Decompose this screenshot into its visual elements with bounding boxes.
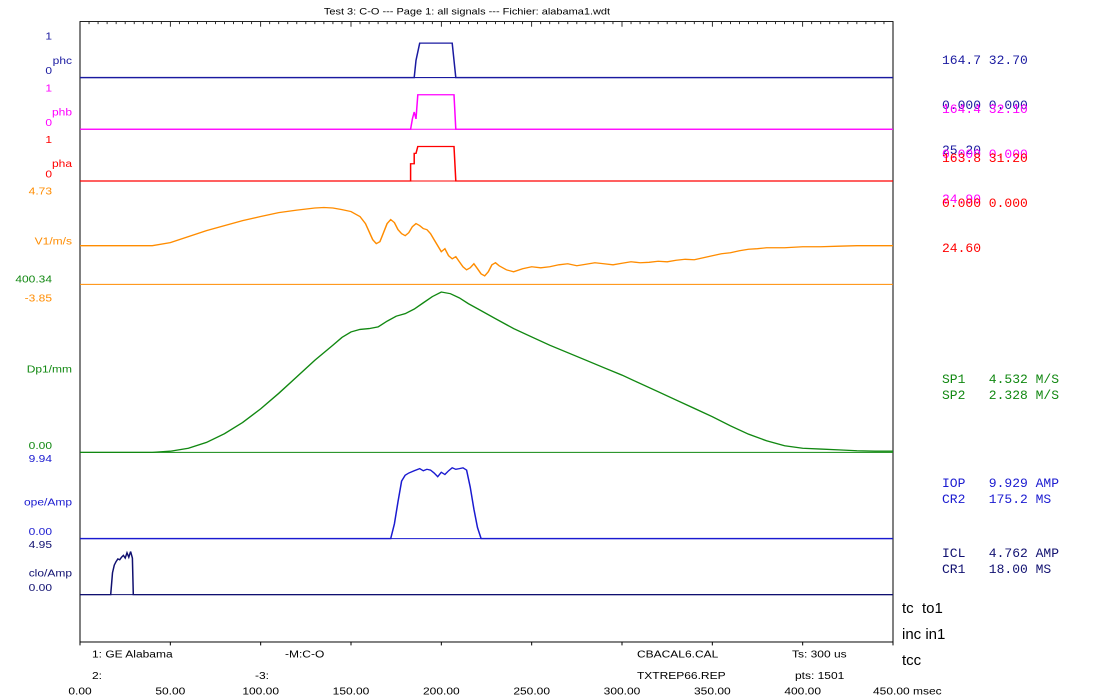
track-name-label: phb: [52, 107, 72, 118]
readout-phc: 164.7 32.70 0.000 0.000 25.20: [942, 23, 1028, 188]
track-name-label: ope/Amp: [24, 497, 72, 508]
x-tick-label: 0.00: [68, 686, 91, 697]
track-name-label: phc: [53, 55, 73, 66]
track-clo-amp: 4.95 clo/Amp 0.00: [29, 540, 893, 596]
x-tick-label: 450.00 msec: [873, 686, 942, 697]
x-tick-label: 150.00: [333, 686, 370, 697]
readout-phc-line1: 164.7 32.70: [942, 53, 1028, 68]
x-tick-label: 300.00: [604, 686, 641, 697]
series-line: [80, 550, 893, 596]
x-axis: 0.00 50.00 100.00 150.00 200.00 250.00 300.00 3…: [68, 641, 942, 697]
readout-phc-line2: 0.000 0.000: [942, 98, 1028, 113]
readout-phb-line2: 0.000 0.000: [942, 147, 1028, 162]
series-line: [80, 291, 893, 454]
readout-pha-line3: 24.60: [942, 241, 982, 256]
readout-pha-line2: 0.000 0.000: [942, 196, 1028, 211]
footer-row2-col4: pts: 1501: [795, 671, 844, 682]
series-line: [80, 42, 893, 79]
track-name-label: pha: [52, 159, 73, 170]
readout-phb-line1: 164.4 32.10: [942, 102, 1028, 117]
footer-side-2: inc in1: [902, 626, 946, 643]
footer-row1-col1: 1: GE Alabama: [92, 649, 173, 660]
series-line: [80, 94, 893, 130]
plot-frame: [79, 21, 894, 643]
series-line: [80, 145, 893, 182]
top-tick-marks: [79, 21, 894, 27]
track-v1-m-s: 4.73 V1/m/s -3.85: [25, 186, 893, 304]
track-min-label: 0: [45, 66, 52, 77]
readout-phc-line3: 25.20: [942, 143, 982, 158]
x-tick-label: 350.00: [694, 686, 731, 697]
track-max-label: 4.95: [29, 540, 52, 551]
track-min-label: 0.00: [29, 583, 52, 594]
footer-row2-col3: TXTREP66.REP: [637, 671, 726, 682]
x-tick-label: 400.00: [784, 686, 821, 697]
track-max-label: 9.94: [29, 454, 52, 465]
footer-row1-col4: Ts: 300 us: [792, 649, 847, 660]
x-tick-label: 50.00: [155, 686, 185, 697]
series-line: [80, 206, 893, 277]
track-dp1-mm: 400.34 Dp1/mm 0.00: [15, 274, 893, 454]
readout-sp1: SP1 4.532 M/S: [942, 372, 1060, 387]
readout-sp2: SP2 2.328 M/S: [942, 388, 1060, 403]
x-tick-label: 100.00: [242, 686, 279, 697]
readout-phb: 164.4 32.10 0.000 0.000 24.90: [942, 72, 1028, 237]
track-name-label: V1/m/s: [35, 236, 73, 247]
track-max-label: 400.34: [15, 274, 52, 285]
track-min-label: 0: [45, 169, 52, 180]
signal-tracks: 1phc01phb01pha04.73V1/m/s-3.85400.34Dp1/…: [15, 31, 893, 596]
readout-cr1: CR1 18.00 MS: [942, 562, 1052, 577]
footer-side-1: tc to1: [902, 600, 943, 617]
footer-panel: 1: GE Alabama -M:C-O CBACAL6.CAL Ts: 300…: [80, 641, 893, 682]
track-max-label: 1: [45, 135, 52, 146]
track-name-label: Dp1/mm: [27, 364, 72, 375]
track-name-label: clo/Amp: [29, 568, 72, 579]
readout-pha-line1: 163.8 31.20: [942, 151, 1028, 166]
chart-title: Test 3: C-O --- Page 1: all signals --- …: [324, 7, 610, 17]
series-line: [80, 467, 893, 540]
readout-phb-line3: 24.90: [942, 192, 982, 207]
track-min-label: -3.85: [25, 293, 52, 304]
track-max-label: 1: [45, 83, 52, 94]
track-ope-amp: 9.94 ope/Amp 0.00: [24, 454, 893, 540]
readout-iop: IOP 9.929 AMP: [942, 476, 1060, 491]
track-max-label: 1: [45, 31, 52, 42]
footer-row1-col3: CBACAL6.CAL: [637, 649, 718, 660]
track-min-label: 0.00: [29, 527, 52, 538]
footer-side-3: tcc: [902, 652, 922, 669]
track-min-label: 0.00: [29, 441, 52, 452]
readout-pha: 163.8 31.20 0.000 0.000 24.60: [942, 121, 1028, 286]
footer-row2-col2: -3:: [255, 671, 269, 682]
footer-row2-col1: 2:: [92, 671, 102, 682]
readout-icl: ICL 4.762 AMP: [942, 546, 1060, 561]
track-min-label: 0: [45, 118, 52, 129]
footer-row1-col2: -M:C-O: [285, 649, 325, 660]
x-tick-label: 250.00: [513, 686, 550, 697]
readout-cr2: CR2 175.2 MS: [942, 492, 1052, 507]
x-tick-label: 200.00: [423, 686, 460, 697]
track-max-label: 4.73: [29, 186, 52, 197]
